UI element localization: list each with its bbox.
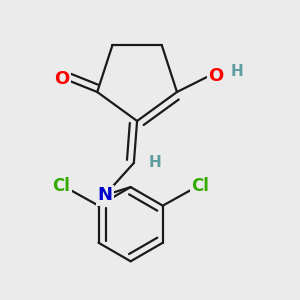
Text: Cl: Cl (191, 177, 209, 195)
Text: O: O (54, 70, 69, 88)
Text: Cl: Cl (52, 177, 70, 195)
Text: H: H (230, 64, 243, 79)
Text: N: N (97, 186, 112, 204)
Text: H: H (148, 155, 161, 170)
Text: O: O (208, 67, 223, 85)
